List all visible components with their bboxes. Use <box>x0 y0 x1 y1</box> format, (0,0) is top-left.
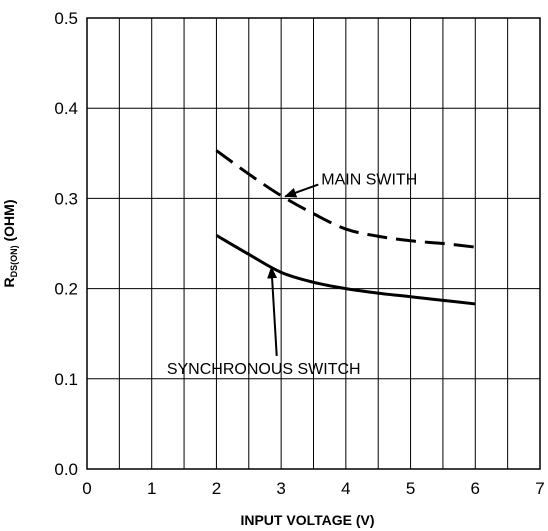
y-tick-labels: 0.0 0.1 0.2 0.3 0.4 0.5 <box>54 9 78 479</box>
annotation-main-swith: MAIN SWITH <box>321 172 417 189</box>
series-line-synchronous-switch <box>215 234 476 306</box>
y-tick-label: 0.0 <box>54 460 78 479</box>
plot-frame <box>86 17 541 470</box>
annotation-synchronous-switch: SYNCHRONOUS SWITCH <box>167 361 361 378</box>
x-tick-label: 7 <box>535 479 544 498</box>
x-tick-label: 5 <box>406 479 415 498</box>
y-tick-label: 0.3 <box>54 189 78 208</box>
x-tick-label: 2 <box>212 479 221 498</box>
y-tick-label: 0.4 <box>54 99 78 118</box>
series-line-main-swith <box>215 149 476 249</box>
y-axis-title: RDS(ON) (OHM) <box>1 199 19 287</box>
annotation-layer: MAIN SWITH SYNCHRONOUS SWITCH <box>167 172 417 378</box>
x-tick-label: 4 <box>341 479 350 498</box>
grid <box>87 18 540 469</box>
x-tick-labels: 0 1 2 3 4 5 6 7 <box>82 479 544 498</box>
y-axis-title-main: R <box>1 277 17 287</box>
y-tick-label: 0.5 <box>54 9 78 28</box>
x-tick-label: 3 <box>276 479 285 498</box>
y-tick-label: 0.1 <box>54 370 78 389</box>
annotation-arrow <box>284 183 319 198</box>
y-tick-label: 0.2 <box>54 280 78 299</box>
x-axis-title: INPUT VOLTAGE (V) <box>240 512 374 528</box>
x-tick-label: 0 <box>82 479 91 498</box>
x-tick-label: 6 <box>471 479 480 498</box>
y-axis-title-unit: (OHM) <box>1 199 17 245</box>
annotation-arrow <box>267 266 278 357</box>
x-tick-label: 1 <box>147 479 156 498</box>
series-layer <box>215 149 476 306</box>
y-axis-title-subscript: DS(ON) <box>9 245 19 277</box>
